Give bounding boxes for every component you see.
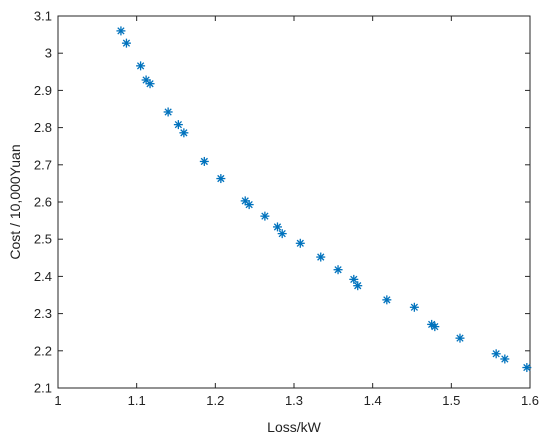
data-point bbox=[277, 229, 287, 239]
x-tick-label: 1.5 bbox=[442, 393, 460, 408]
y-tick-label: 2.6 bbox=[34, 195, 52, 210]
data-point bbox=[116, 26, 126, 36]
data-point bbox=[260, 211, 270, 221]
data-point bbox=[145, 79, 155, 89]
x-tick-label: 1.2 bbox=[206, 393, 224, 408]
y-tick-label: 2.4 bbox=[34, 269, 52, 284]
x-tick-label: 1.6 bbox=[521, 393, 539, 408]
data-point bbox=[349, 274, 359, 284]
data-point bbox=[430, 322, 440, 332]
data-point bbox=[409, 302, 419, 312]
data-point bbox=[500, 354, 510, 364]
data-point bbox=[216, 174, 226, 184]
x-tick-label: 1.3 bbox=[285, 393, 303, 408]
x-tick-label: 1.4 bbox=[364, 393, 382, 408]
data-point bbox=[272, 222, 282, 232]
x-axis-label: Loss/kW bbox=[267, 419, 321, 435]
y-tick-label: 2.8 bbox=[34, 120, 52, 135]
y-axis-label: Cost / 10,000Yuan bbox=[7, 144, 23, 259]
y-tick-label: 2.1 bbox=[34, 381, 52, 396]
y-tick-label: 2.5 bbox=[34, 232, 52, 247]
data-point bbox=[382, 295, 392, 305]
x-axis-ticks: 1 1.1 1.2 1.3 1.4 1.5 1.6 bbox=[54, 16, 539, 408]
y-tick-label: 2.3 bbox=[34, 306, 52, 321]
data-point bbox=[244, 200, 254, 210]
data-point bbox=[522, 363, 532, 373]
y-tick-label: 3.1 bbox=[34, 9, 52, 24]
data-point bbox=[353, 281, 363, 291]
y-axis-ticks: 2.1 2.2 2.3 2.4 2.5 2.6 2.7 2.8 2.9 3 3.1 bbox=[34, 9, 530, 396]
data-point bbox=[295, 238, 305, 248]
y-tick-label: 2.7 bbox=[34, 157, 52, 172]
data-point bbox=[333, 265, 343, 275]
data-point bbox=[173, 120, 183, 130]
data-point bbox=[121, 38, 131, 48]
data-point bbox=[316, 252, 326, 262]
data-point bbox=[179, 128, 189, 138]
plot-area bbox=[57, 15, 531, 389]
data-points bbox=[116, 26, 532, 373]
data-point bbox=[199, 156, 209, 166]
data-point bbox=[163, 107, 173, 117]
data-point bbox=[491, 349, 501, 359]
y-tick-label: 2.2 bbox=[34, 343, 52, 358]
data-point bbox=[136, 61, 146, 71]
x-tick-label: 1.1 bbox=[128, 393, 146, 408]
x-tick-label: 1 bbox=[54, 393, 61, 408]
data-point bbox=[455, 333, 465, 343]
y-tick-label: 3 bbox=[45, 46, 52, 61]
y-tick-label: 2.9 bbox=[34, 83, 52, 98]
